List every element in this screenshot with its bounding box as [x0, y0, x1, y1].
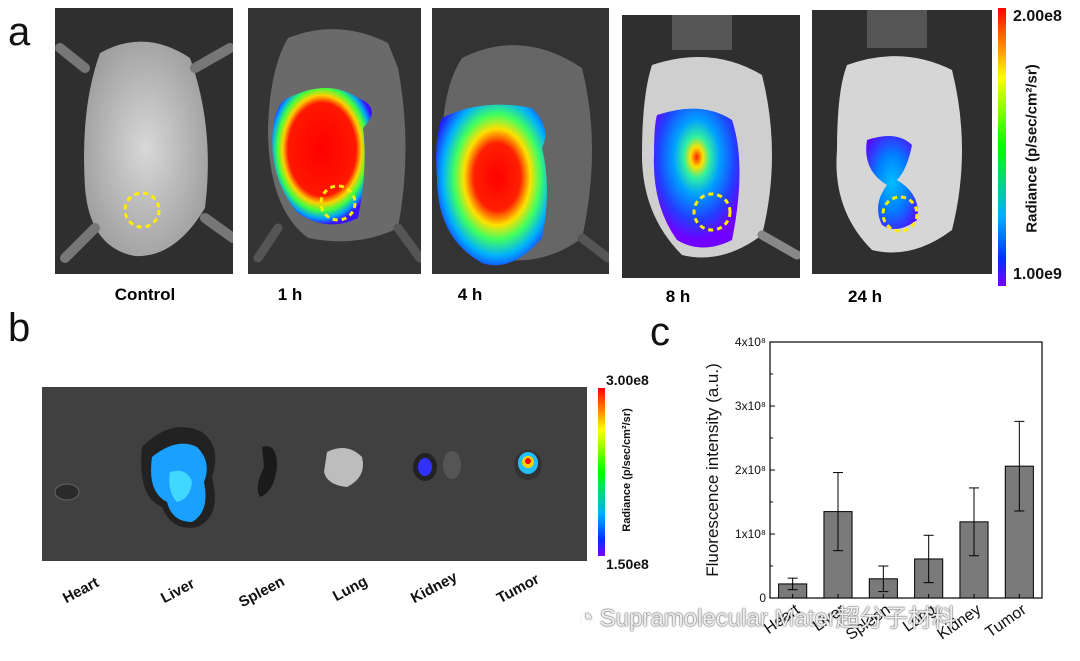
y-tick-label: 3x10⁸: [735, 399, 766, 413]
organ-label-kidney: Kidney: [408, 568, 461, 608]
panel-letter-a: a: [8, 10, 31, 54]
colorbar-b-max: 3.00e8: [606, 372, 649, 388]
organ-label-heart: Heart: [60, 573, 102, 608]
timepoint-label-8h: 8 h: [665, 287, 691, 306]
colorbar-a-min: 1.00e9: [1013, 266, 1062, 283]
colorbar-b-title: Radiance (p/sec/cm²/sr): [621, 408, 633, 532]
organ-label-lung: Lung: [330, 572, 371, 606]
plot-frame: [769, 341, 1043, 599]
mouse-image-8h: [622, 15, 800, 278]
bar-chart: 0 1x10⁸ 2x10⁸ 3x10⁸ 4x10⁸ Fluorescence intens…: [703, 335, 1043, 644]
colorbar-b: [598, 388, 605, 556]
panel-letter-c: c: [650, 310, 670, 354]
colorbar-a: [998, 8, 1006, 286]
y-tick-label: 1x10⁸: [735, 527, 766, 541]
colorbar-b-min: 1.50e8: [606, 556, 649, 572]
roi-circle: [692, 192, 732, 232]
colorbar-a-title: Radiance (p/sec/cm²/sr): [1023, 64, 1041, 233]
mouse-image-4h: [432, 8, 609, 274]
y-axis-label: Fluorescence intensity (a.u.): [703, 363, 722, 577]
mouse-image-control: [55, 8, 233, 274]
y-tick-label: 0: [759, 591, 766, 605]
organ-image: [42, 387, 587, 561]
mouse-image-24h: [812, 10, 992, 274]
roi-circle: [123, 191, 161, 229]
timepoint-label-control: Control: [114, 285, 176, 304]
x-tick-label: Tumor: [982, 601, 1030, 641]
watermark-text: Supramolecular Mater超分子材料: [599, 605, 956, 632]
organ-label-spleen: Spleen: [236, 572, 288, 612]
watermark: ◔ Supramolecular Mater超分子材料: [578, 598, 956, 633]
roi-circle: [881, 195, 919, 233]
timepoint-label-1h: 1 h: [277, 285, 303, 304]
roi-circle: [319, 184, 357, 222]
y-tick-label: 2x10⁸: [735, 463, 766, 477]
timepoint-label-4h: 4 h: [457, 285, 483, 304]
panel-letter-b: b: [8, 306, 31, 350]
mouse-image-1h: [248, 8, 421, 274]
organ-label-tumor: Tumor: [494, 570, 543, 608]
organ-label-liver: Liver: [158, 575, 198, 608]
wechat-icon: ◔: [578, 602, 594, 632]
timepoint-label-24h: 24 h: [847, 287, 883, 306]
y-tick-label: 4x10⁸: [735, 335, 766, 349]
colorbar-a-max: 2.00e8: [1013, 8, 1062, 25]
